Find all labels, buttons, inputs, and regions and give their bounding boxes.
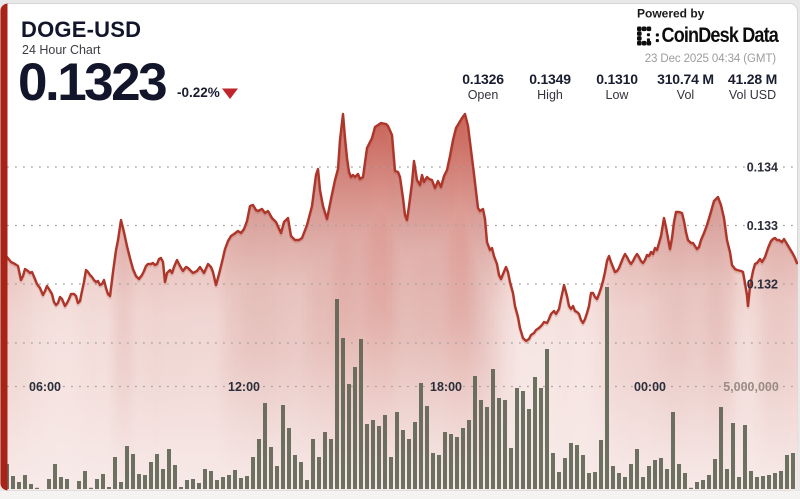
svg-text:0.132: 0.132 bbox=[747, 278, 778, 292]
svg-text:41.28 M: 41.28 M bbox=[728, 71, 777, 87]
svg-text:DOGE-USD: DOGE-USD bbox=[21, 17, 141, 42]
svg-text:24 Hour Chart: 24 Hour Chart bbox=[22, 43, 101, 57]
svg-text:0.1310: 0.1310 bbox=[596, 71, 638, 87]
svg-text:Open: Open bbox=[468, 88, 499, 102]
svg-text:Low: Low bbox=[606, 88, 630, 102]
svg-text:CoinDesk Data: CoinDesk Data bbox=[662, 24, 780, 48]
svg-text:06:00: 06:00 bbox=[29, 380, 61, 394]
svg-text:18:00: 18:00 bbox=[430, 380, 462, 394]
svg-text:Vol: Vol bbox=[677, 88, 694, 102]
svg-text:00:00: 00:00 bbox=[634, 380, 666, 394]
svg-text:23 Dec 2025 04:34 (GMT): 23 Dec 2025 04:34 (GMT) bbox=[645, 53, 777, 65]
svg-text:High: High bbox=[537, 88, 563, 102]
svg-text:-0.22%: -0.22% bbox=[177, 85, 220, 100]
svg-text:Powered by: Powered by bbox=[637, 7, 705, 21]
svg-text:0.1326: 0.1326 bbox=[462, 71, 504, 87]
svg-text:0.133: 0.133 bbox=[747, 219, 778, 233]
svg-text:310.74 M: 310.74 M bbox=[657, 71, 714, 87]
svg-text:0.1323: 0.1323 bbox=[18, 53, 166, 112]
svg-text:0.1349: 0.1349 bbox=[529, 71, 571, 87]
svg-text:Vol USD: Vol USD bbox=[729, 88, 776, 102]
svg-text:5,000,000: 5,000,000 bbox=[723, 380, 779, 394]
svg-text:12:00: 12:00 bbox=[228, 380, 260, 394]
svg-text:0.134: 0.134 bbox=[747, 161, 778, 175]
